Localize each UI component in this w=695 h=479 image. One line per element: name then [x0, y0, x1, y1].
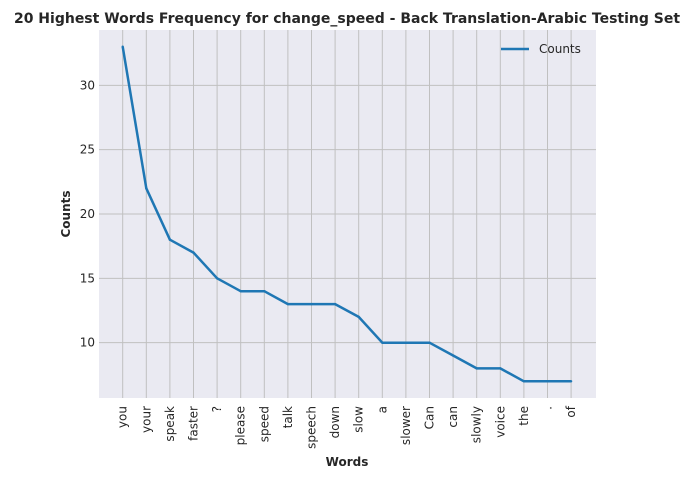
data-point: [357, 315, 360, 319]
data-point: [192, 251, 195, 254]
x-tick-label: please: [234, 406, 248, 445]
x-axis-label: Words: [326, 455, 369, 469]
x-tick-label: slowly: [470, 406, 484, 443]
y-axis-label: Counts: [59, 190, 73, 237]
y-tick-label: 20: [80, 207, 95, 221]
data-point: [546, 380, 549, 383]
x-tick-label: talk: [281, 406, 295, 428]
x-tick-label: ?: [210, 406, 224, 412]
x-tick-label: you: [116, 406, 130, 428]
data-point: [522, 380, 526, 383]
y-tick-label: 30: [80, 78, 95, 92]
y-tick-label: 10: [80, 336, 95, 350]
legend-label-counts: Counts: [539, 42, 581, 56]
data-point: [215, 277, 219, 280]
y-axis-ticks: 10 15 20 25 30: [80, 78, 95, 349]
data-point: [333, 302, 337, 306]
data-point: [569, 380, 573, 383]
x-tick-label: the: [517, 406, 531, 426]
x-tick-label: slow: [352, 406, 366, 433]
x-tick-label: down: [328, 406, 342, 438]
data-point: [451, 354, 455, 357]
chart-title: 20 Highest Words Frequency for change_sp…: [14, 11, 680, 27]
series-line-counts: [121, 46, 572, 383]
x-tick-label: of: [564, 405, 578, 417]
legend: Counts: [501, 42, 581, 56]
data-point: [239, 290, 242, 293]
data-point: [263, 290, 266, 293]
x-tick-label: .: [541, 406, 555, 410]
x-tick-label: speak: [163, 406, 177, 442]
x-tick-label: slower: [399, 406, 413, 445]
data-point: [381, 341, 384, 344]
data-point: [428, 341, 431, 344]
x-tick-label: your: [139, 406, 153, 433]
data-point: [121, 45, 124, 48]
y-tick-label: 15: [80, 271, 95, 285]
x-tick-label: a: [375, 406, 389, 413]
x-axis-ticks: you your speak faster? please speed talk speech…: [116, 405, 578, 449]
data-point: [499, 367, 502, 370]
x-tick-label: voice: [493, 406, 507, 438]
x-tick-label: Can: [423, 406, 437, 429]
x-tick-label: faster: [187, 406, 201, 441]
data-point: [310, 302, 313, 306]
data-point: [475, 367, 478, 370]
data-point: [404, 341, 408, 344]
series-group: [121, 45, 573, 383]
x-tick-label: speech: [305, 406, 319, 449]
grid: [99, 30, 596, 398]
x-tick-label: can: [446, 406, 460, 428]
x-tick-label: speed: [257, 406, 271, 442]
data-point: [145, 187, 148, 190]
data-point: [286, 302, 290, 306]
data-point: [168, 238, 172, 241]
y-tick-label: 25: [80, 143, 95, 157]
